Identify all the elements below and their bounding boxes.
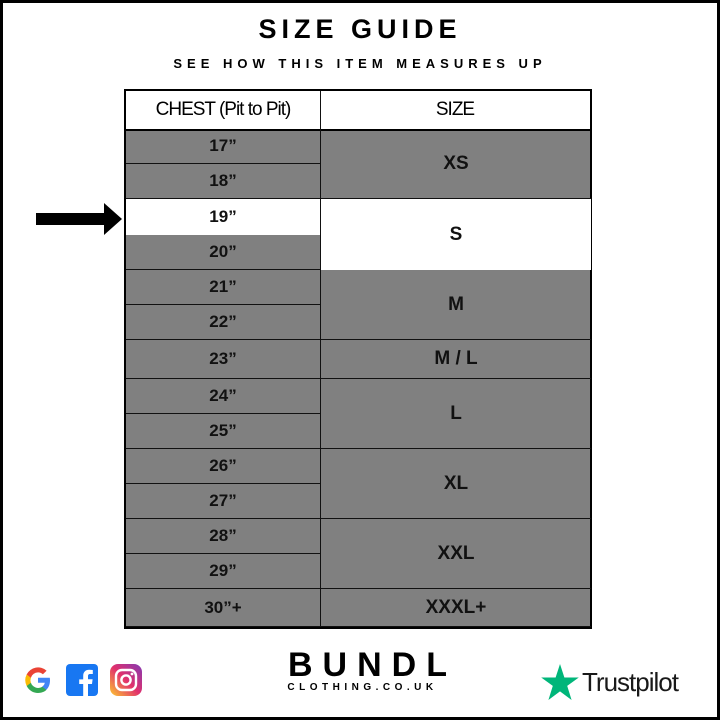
page-title: SIZE GUIDE [258, 14, 462, 44]
chest-cell: 27” [126, 484, 320, 519]
size-cell: XXXL+ [321, 589, 591, 627]
chest-cell: 19” [126, 199, 320, 235]
social-icons [22, 664, 142, 696]
google-icon[interactable] [22, 664, 54, 696]
chest-cell: 25” [126, 414, 320, 449]
chest-cell: 29” [126, 554, 320, 589]
size-cell: S [321, 199, 591, 270]
chest-cell: 21” [126, 270, 320, 305]
chest-cell: 30”+ [126, 589, 320, 627]
instagram-icon[interactable] [110, 664, 142, 696]
chest-cell: 17” [126, 129, 320, 164]
trustpilot-badge[interactable]: Trustpilot [541, 664, 679, 700]
chest-cell: 23” [126, 340, 320, 379]
size-cell: XS [321, 129, 591, 199]
chest-cell: 20” [126, 235, 320, 270]
chest-cell: 26” [126, 449, 320, 484]
chest-cell: 22” [126, 305, 320, 340]
size-cell: XXL [321, 519, 591, 589]
chest-cell: 18” [126, 164, 320, 199]
size-cell: M [321, 270, 591, 340]
brand-logo: BUNDL CLOTHING.CO.UK [278, 646, 457, 693]
size-table: CHEST (Pit to Pit) SIZE 17” 18” 19” 20” 21” 22”… [124, 89, 592, 629]
facebook-icon[interactable] [66, 664, 98, 696]
trustpilot-label: Trustpilot [582, 666, 679, 697]
arrow-right-icon [36, 203, 122, 235]
size-cell: L [321, 379, 591, 449]
brand-url: CLOTHING.CO.UK [287, 682, 438, 693]
column-divider [320, 91, 321, 627]
header-size: SIZE [320, 91, 590, 131]
page-subtitle: SEE HOW THIS ITEM MEASURES UP [173, 56, 547, 71]
star-icon [541, 664, 579, 700]
brand-name: BUNDL [288, 646, 457, 684]
size-cell: M / L [321, 340, 591, 379]
chest-cell: 24” [126, 379, 320, 414]
chest-cell: 28” [126, 519, 320, 554]
header-chest: CHEST (Pit to Pit) [126, 91, 320, 131]
size-cell: XL [321, 449, 591, 519]
